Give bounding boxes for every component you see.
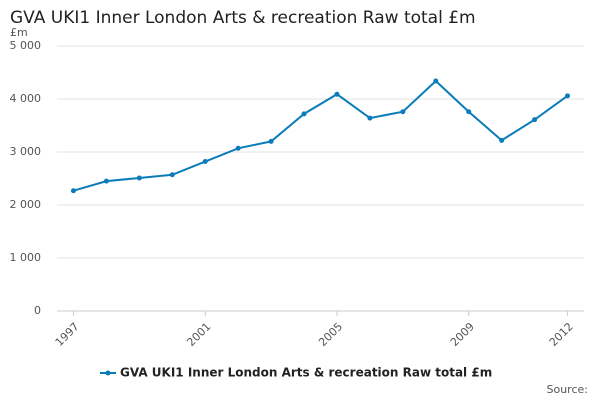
- x-tick-label: 1997: [53, 320, 82, 349]
- source: Source:: [547, 383, 589, 396]
- y-tick-label: 5 000: [10, 39, 42, 52]
- data-point: [565, 93, 571, 99]
- y-tick-label: 0: [34, 304, 41, 317]
- data-point: [136, 175, 142, 181]
- data-point: [268, 138, 274, 144]
- legend-marker: [105, 370, 111, 376]
- data-line: [73, 79, 569, 192]
- x-tick-label: 2009: [448, 320, 477, 349]
- y-tick-label: 4 000: [10, 92, 42, 105]
- data-point: [433, 78, 439, 84]
- x-tick-label: 2012: [547, 320, 576, 349]
- data-point: [70, 188, 76, 194]
- data-point: [367, 115, 373, 121]
- data-point: [169, 172, 175, 178]
- y-unit: £m: [10, 26, 28, 39]
- data-point: [103, 178, 109, 184]
- chart-title: GVA UKI1 Inner London Arts & recreation …: [10, 8, 476, 28]
- data-point: [202, 159, 208, 165]
- data-point: [499, 137, 505, 143]
- data-point: [301, 111, 307, 117]
- data-point: [532, 117, 538, 123]
- x-tick-label: 2001: [184, 320, 213, 349]
- data-point: [235, 145, 241, 151]
- data-point: [400, 109, 406, 115]
- y-tick-label: 1 000: [10, 251, 42, 264]
- x-tick-label: 2005: [316, 320, 345, 349]
- data-point: [334, 91, 340, 97]
- y-tick-label: 3 000: [10, 145, 42, 158]
- y-tick-label: 2 000: [10, 198, 42, 211]
- data-point: [466, 109, 472, 115]
- legend-label: GVA UKI1 Inner London Arts & recreation …: [120, 366, 492, 380]
